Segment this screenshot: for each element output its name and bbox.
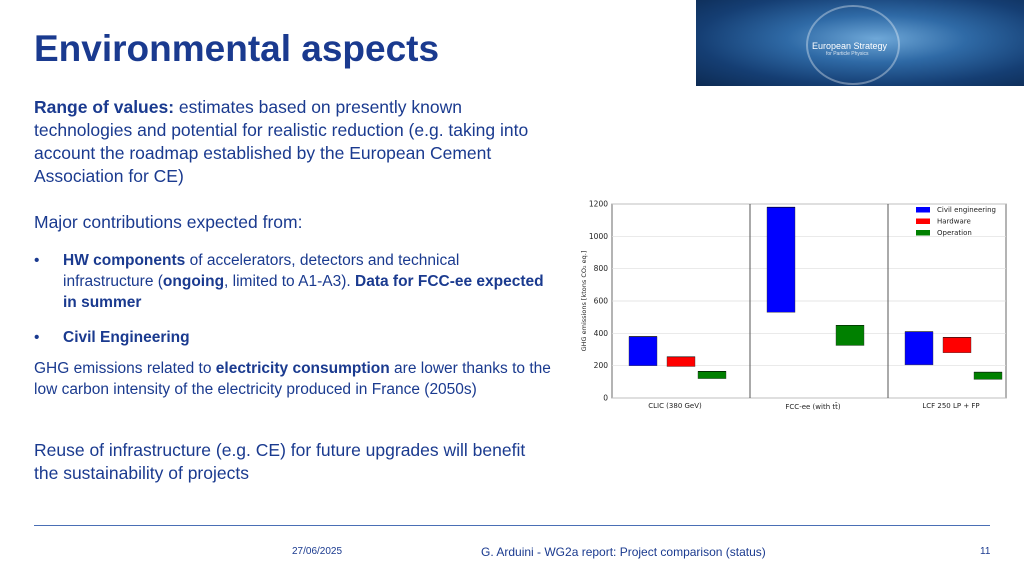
x-tick-label-0: CLIC (380 GeV) [648, 402, 702, 410]
banner-logo-line2: for Particle Physics [826, 50, 869, 57]
y-tick-label-1: 200 [594, 361, 609, 370]
slide-title: Environmental aspects [34, 28, 440, 69]
range-text: estimates based on presently known techn… [34, 97, 529, 186]
legend-label-0: Civil engineering [937, 206, 996, 214]
bullet-hw-components: • HW components of accelerators, detecto… [34, 250, 554, 313]
y-axis-label: GHG emissions [ktons CO₂ eq.] [580, 251, 588, 352]
legend-label-1: Hardware [937, 218, 971, 226]
bullet1-bold2: ongoing [162, 273, 225, 290]
y-tick-label-2: 400 [594, 329, 609, 338]
reuse-paragraph: Reuse of infrastructure (e.g. CE) for fu… [34, 440, 526, 483]
bullet1-text2: , limited to A1-A3). [224, 273, 355, 290]
bullet1-bold1: HW components [63, 252, 186, 269]
range-paragraph: Range of values: estimates based on pres… [34, 96, 554, 188]
legend-swatch-2 [916, 230, 930, 236]
bar-civil-engineering-2 [904, 331, 934, 366]
bullet-list: • HW components of accelerators, detecto… [34, 250, 554, 362]
bar-civil-engineering-0 [628, 336, 658, 366]
banner-logo-line1: European Strategy [812, 41, 888, 51]
bar-civil-engineering-1 [766, 207, 796, 313]
y-tick-label-4: 800 [594, 264, 609, 273]
page-number: 11 [980, 546, 991, 557]
bullet2-text: Civil Engineering [63, 329, 190, 346]
legend-label-2: Operation [937, 229, 972, 237]
ghg-text2: are lower thanks to the low carbon inten… [34, 360, 551, 398]
footer-title: G. Arduini - WG2a report: Project compar… [481, 545, 766, 559]
range-lead: Range of values: [34, 97, 175, 117]
bullet-civil-engineering: • Civil Engineering [34, 327, 554, 348]
ghg-emissions-chart: 0 200 400 600 800 1000 1200 GHG emissions [kton… [580, 200, 1007, 411]
x-tick-label-2: LCF 250 LP + FP [922, 402, 979, 410]
bar-operation-2 [973, 371, 1003, 380]
ghg-paragraph: GHG emissions related to electricity con… [34, 358, 574, 400]
y-tick-label-6: 1200 [589, 200, 608, 209]
bar-hardware-2 [942, 337, 972, 353]
ghg-bold: electricity consumption [215, 360, 390, 377]
banner-swirl-graphic [806, 5, 900, 85]
banner-image: European Strategy for Particle Physics [696, 0, 1024, 86]
bar-operation-1 [835, 325, 865, 346]
bullet-dot: • [34, 329, 40, 346]
bullet-dot: • [34, 252, 40, 269]
footer-date: 27/06/2025 [292, 546, 343, 557]
legend-swatch-1 [916, 218, 930, 224]
x-tick-label-1: FCC-ee (with tt̄) [785, 402, 840, 411]
bullet1-bold3: Data for FCC-ee expected in summer [63, 273, 544, 311]
major-contributions-heading: Major contributions expected from: [34, 212, 303, 232]
bullet1-text1: of accelerators, detectors and technical… [63, 252, 460, 290]
y-tick-label-5: 1000 [589, 232, 608, 241]
y-tick-label-0: 0 [603, 394, 608, 403]
footer-divider [34, 525, 990, 526]
legend-swatch-0 [916, 207, 930, 213]
banner-logo: European Strategy for Particle Physics [812, 41, 888, 57]
bar-operation-0 [697, 371, 727, 379]
y-tick-label-3: 600 [594, 297, 609, 306]
ghg-text1: GHG emissions related to [34, 360, 216, 377]
bar-hardware-0 [666, 356, 696, 367]
